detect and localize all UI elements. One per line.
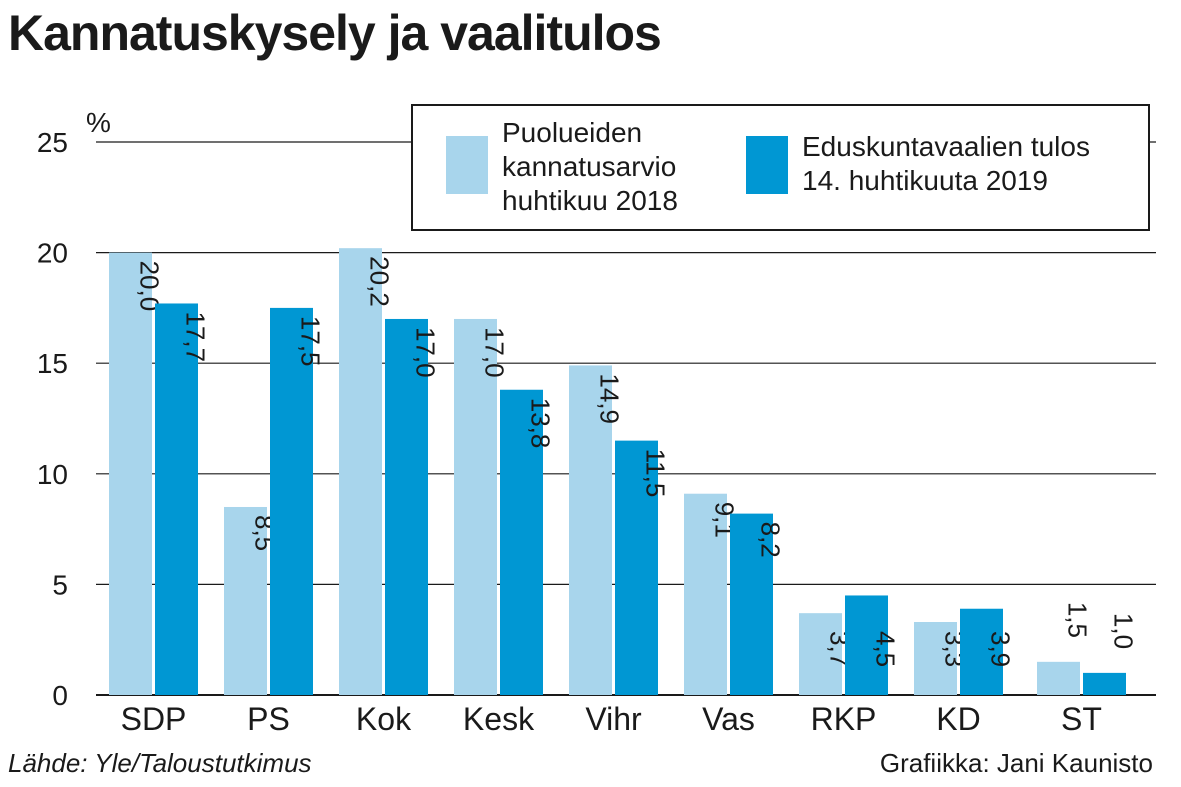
bar-survey — [224, 506, 267, 695]
bar-result — [155, 303, 198, 695]
bars: 20,017,78,517,520,217,0 17,013,8 14,911,59… — [109, 248, 1139, 695]
y-tick-label: 0 — [52, 680, 68, 711]
x-category-label: Vas — [702, 701, 755, 737]
legend-label-result: Eduskuntavaalien tulos 14. huhtikuuta 20… — [802, 131, 1090, 196]
bar-value-label: 14,9 — [595, 373, 625, 424]
bar-survey — [454, 318, 497, 695]
y-tick-label: 15 — [37, 348, 68, 379]
bar-value-label: 3,9 — [986, 631, 1016, 667]
x-category-label: RKP — [811, 701, 877, 737]
x-category-label: Kok — [356, 701, 412, 737]
bar-value-label: 4,5 — [871, 631, 901, 667]
bar-result — [500, 389, 543, 695]
x-category-label: Vihr — [585, 701, 642, 737]
legend: Puolueiden kannatusarvio huhtikuu 2018 E… — [411, 104, 1150, 231]
bar-result — [385, 318, 428, 695]
bar-value-label: 13,8 — [526, 398, 556, 449]
bar-result — [730, 513, 773, 695]
y-axis: 0 5 10 15 20 25% — [37, 107, 111, 711]
bar-survey — [914, 622, 957, 695]
legend-label-survey: Puolueiden kannatusarvio huhtikuu 2018 — [502, 117, 678, 216]
legend-swatch-survey — [446, 136, 488, 194]
bar-value-label: 17,7 — [181, 311, 211, 362]
bar-result — [1083, 672, 1126, 695]
y-tick-label: 10 — [37, 459, 68, 490]
bar-survey — [1037, 661, 1080, 695]
bar-value-label: 20,0 — [135, 261, 165, 312]
bar-value-label: 20,2 — [365, 256, 395, 307]
bar-survey — [684, 493, 727, 695]
bar-value-label: 1,0 — [1109, 613, 1139, 649]
bar-value-label: 17,0 — [480, 327, 510, 378]
bar-result — [845, 595, 888, 695]
bar-value-label: 1,5 — [1063, 602, 1093, 638]
x-category-label: SDP — [121, 701, 187, 737]
y-axis-unit: % — [86, 107, 111, 138]
bar-survey — [799, 613, 842, 695]
bar-value-label: 17,5 — [296, 316, 326, 367]
x-category-label: KD — [936, 701, 980, 737]
bar-survey — [339, 248, 382, 695]
legend-swatch-result — [746, 136, 788, 194]
bar-value-label: 8,2 — [756, 522, 786, 558]
chart-title: Kannatuskysely ja vaalitulos — [8, 5, 662, 61]
x-category-label: PS — [247, 701, 290, 737]
bar-value-label: 17,0 — [411, 327, 441, 378]
bar-result — [960, 608, 1003, 695]
source-note: Lähde: Yle/Taloustutkimus — [8, 748, 312, 778]
bar-value-label: 11,5 — [641, 449, 671, 498]
y-tick-label: 5 — [52, 569, 68, 600]
x-category-label: ST — [1061, 701, 1102, 737]
bar-result — [270, 307, 313, 695]
y-tick-label: 25 — [37, 127, 68, 158]
bar-result — [615, 440, 658, 695]
bar-survey — [109, 252, 152, 695]
credit-note: Grafiikka: Jani Kaunisto — [879, 748, 1153, 778]
y-tick-label: 20 — [37, 238, 68, 269]
x-axis: SDP PS Kok Kesk Vihr Vas RKP KD ST — [121, 701, 1102, 737]
x-category-label: Kesk — [463, 701, 535, 737]
bar-survey — [569, 365, 612, 695]
